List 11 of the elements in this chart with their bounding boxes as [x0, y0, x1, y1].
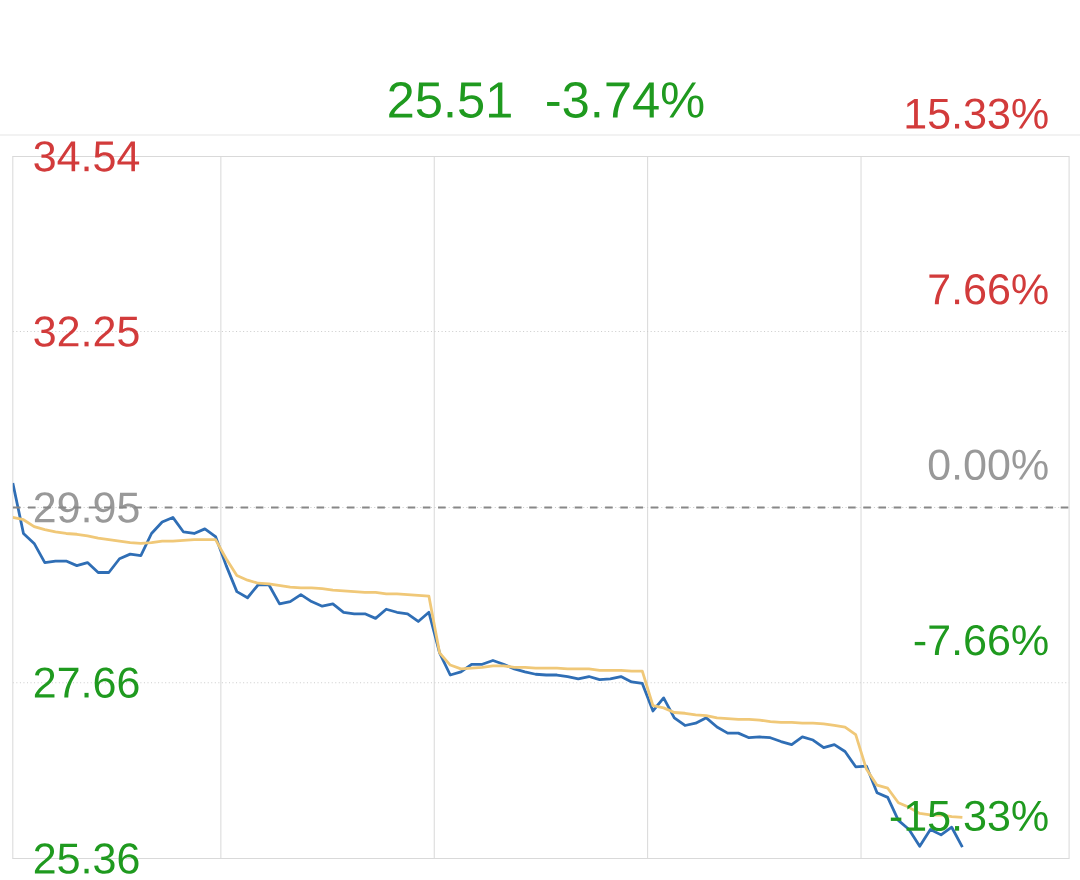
- text: -3.74%: [547, 82, 704, 118]
- y2-tick-label: -7.66%: [914, 624, 1048, 656]
- y2-tick-label: 15.33%: [906, 98, 1048, 129]
- y2-tick-label: 7.66%: [929, 274, 1048, 305]
- text: 25.51: [389, 82, 511, 118]
- y-tick-label: 32.25: [34, 316, 139, 347]
- y-tick-label: 29.95: [34, 492, 139, 523]
- y-tick-label: 25.36: [34, 843, 139, 874]
- y-tick-label: 34.54: [34, 141, 140, 172]
- y-tick-label: 27.66: [34, 667, 139, 698]
- y2-tick-label: 0.00%: [928, 449, 1048, 481]
